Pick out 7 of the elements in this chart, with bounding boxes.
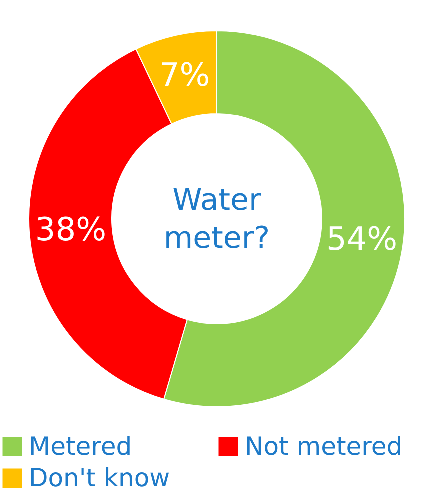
data-label: 38% [35,210,107,249]
text: Water meter? [164,183,270,256]
legend-label: Not metered [245,432,403,461]
legend-label: Don't know [29,464,170,492]
data-label: 7% [159,56,210,94]
legend-label: Metered [29,432,132,461]
data-label: 54% [326,220,398,258]
